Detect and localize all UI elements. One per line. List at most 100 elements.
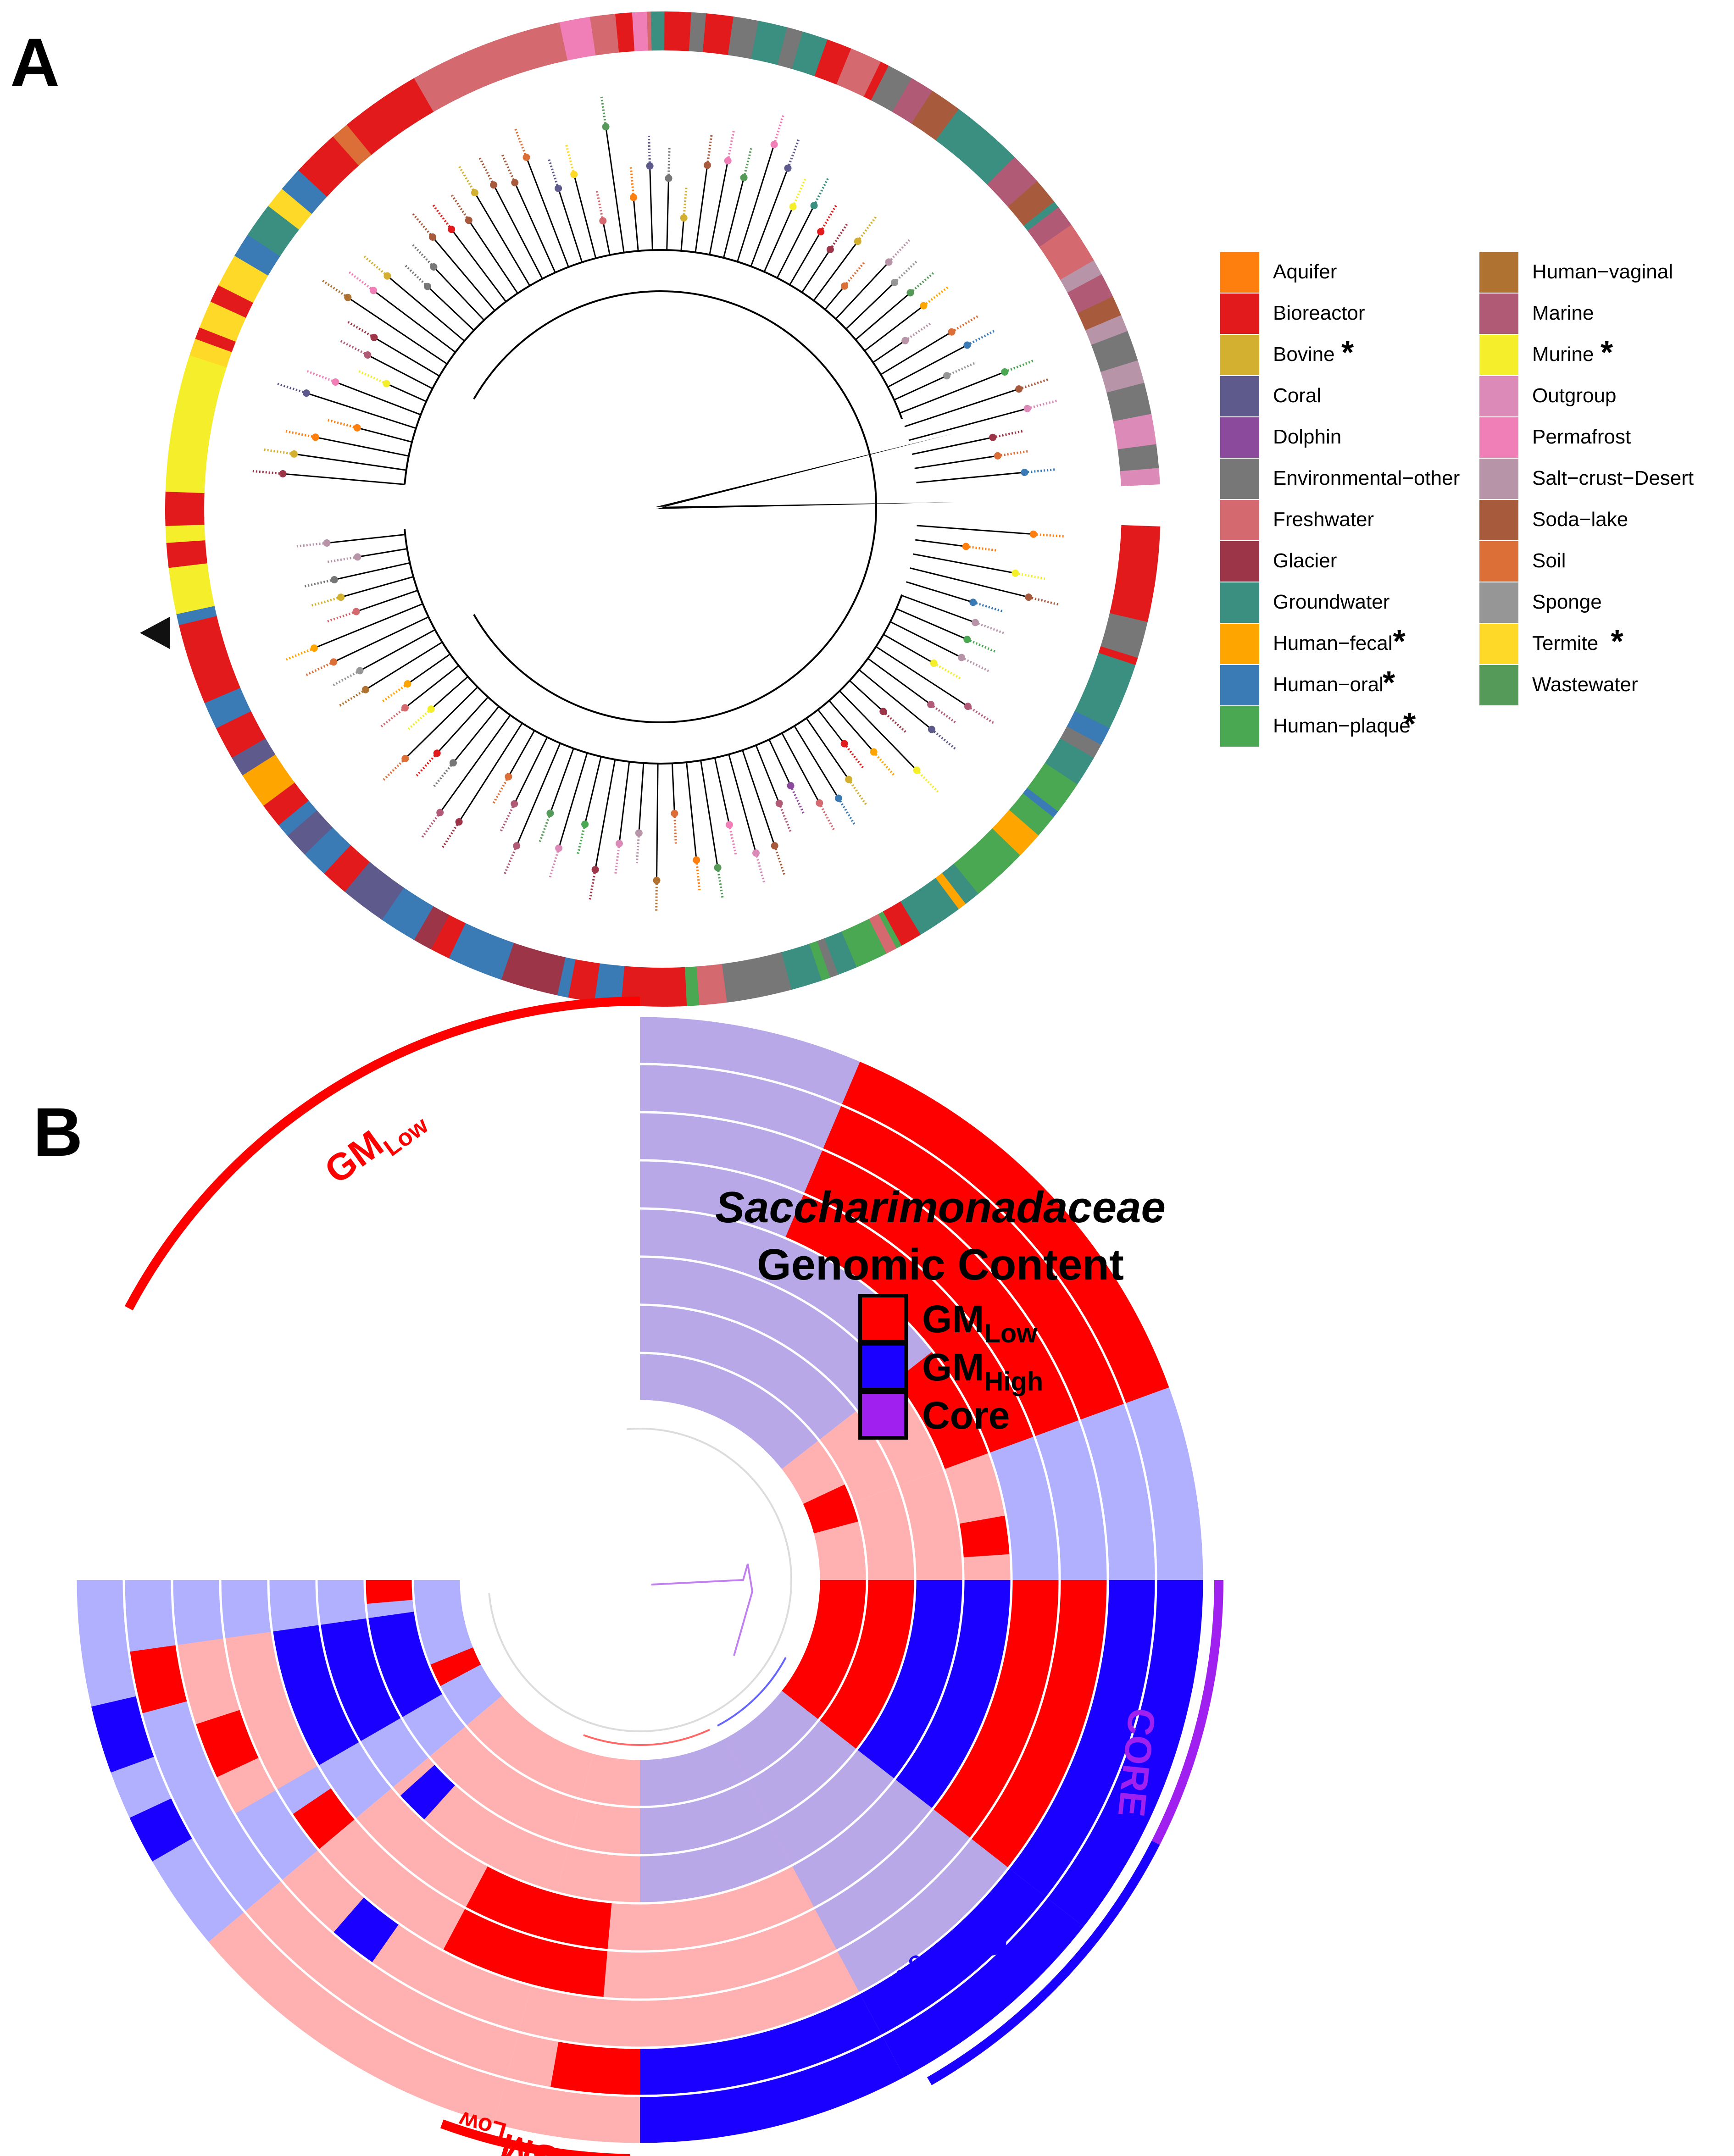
- ring-segment: [1102, 613, 1148, 651]
- tree-branch: [605, 127, 625, 253]
- leaf-label: [284, 647, 315, 661]
- tree-branch: [633, 197, 639, 251]
- leaf-label: [331, 670, 361, 687]
- ring-segment: [247, 221, 289, 256]
- leaf-label: [992, 429, 1025, 439]
- ring-segment: [195, 326, 236, 352]
- gm-low-top-arc: [124, 997, 640, 1311]
- ring-segment: [165, 481, 205, 493]
- legend-swatch: [1220, 541, 1259, 582]
- ring-segment: [1062, 726, 1101, 754]
- leaf-label: [346, 320, 375, 338]
- tree-branch: [584, 756, 602, 825]
- ring-segment: [178, 615, 219, 636]
- leaf-label: [403, 263, 428, 288]
- legend-item: Termite *: [1479, 623, 1624, 664]
- leaf-label: [894, 259, 919, 283]
- tree-branch: [908, 408, 1028, 441]
- leaf-label: [1015, 572, 1047, 581]
- key-label-gm-high: GMHigh: [922, 1346, 1043, 1397]
- genome-segment: [895, 1351, 989, 1469]
- tree-branch: [638, 763, 645, 833]
- genome-segment: [413, 1580, 503, 1726]
- key-label-core: Core: [922, 1394, 1010, 1437]
- legend-item: Outgroup: [1479, 376, 1616, 416]
- leaf-label: [848, 779, 868, 807]
- legend-swatch: [1220, 665, 1259, 705]
- genome-segment: [640, 1738, 747, 1807]
- ring-segment: [430, 914, 466, 959]
- tree-branch: [365, 641, 443, 690]
- ring-segment: [1060, 260, 1102, 294]
- tree-branch: [315, 436, 409, 457]
- ring-segment: [166, 460, 206, 484]
- tree-branch: [686, 762, 697, 860]
- genome-segment: [224, 1631, 318, 1790]
- ring-segment: [278, 799, 317, 836]
- ring-segment: [947, 119, 996, 168]
- ring-separator: [363, 1303, 917, 1857]
- ring-segment: [1120, 468, 1160, 487]
- legend-item: Wastewater: [1479, 665, 1638, 705]
- legend-item: Permafrost: [1479, 417, 1631, 458]
- tree-branch: [901, 594, 976, 623]
- genome-segment: [141, 1701, 282, 1912]
- ring-segment: [262, 781, 309, 826]
- tree-branch: [347, 297, 448, 365]
- legend-item: Soda−lake: [1479, 500, 1628, 540]
- leaf-label: [325, 610, 357, 623]
- legend-label: Environmental−other: [1273, 467, 1460, 489]
- leaf-label: [966, 545, 998, 552]
- tree-branch: [357, 548, 407, 558]
- leaf-label: [614, 843, 621, 876]
- legend-swatch: [1220, 706, 1259, 747]
- legend-label: Sponge: [1532, 591, 1602, 613]
- leaf-label: [773, 845, 786, 877]
- leaf-label: [547, 157, 560, 189]
- legend-item: Sponge: [1479, 582, 1602, 623]
- genome-segment: [895, 1580, 1012, 1809]
- tree-branch: [573, 174, 597, 259]
- ring-segment: [166, 539, 207, 568]
- leaf-label: [326, 418, 358, 429]
- ring-separator: [171, 1111, 1109, 2049]
- leaf-label: [548, 848, 560, 880]
- ring-segment: [1095, 653, 1136, 676]
- leaf-label: [930, 704, 958, 725]
- ring-segment: [323, 844, 370, 892]
- ring-segment: [593, 963, 625, 1005]
- legend-swatch: [1220, 294, 1259, 334]
- gm-low-bottom-arc: [440, 2119, 630, 2156]
- tree-branch: [794, 726, 839, 799]
- tree-branch: [904, 388, 1019, 427]
- ring-segment: [867, 914, 897, 954]
- genome-segment: [819, 1580, 915, 1750]
- genome-segment: [429, 1726, 581, 1846]
- leaf-label: [789, 785, 806, 815]
- tree-branch: [887, 344, 968, 388]
- tree-branch: [722, 177, 745, 258]
- genome-segment: [281, 1850, 532, 2032]
- ring-segment: [1039, 225, 1082, 262]
- tree-branch: [917, 525, 1034, 535]
- legend-item: Coral: [1220, 376, 1321, 416]
- leaf-label: [975, 621, 1006, 635]
- genome-segment: [640, 1865, 815, 1951]
- legend-swatch: [1479, 252, 1518, 293]
- tree-branch: [896, 608, 967, 640]
- ring-segment: [823, 931, 857, 975]
- legend-label: Dolphin: [1273, 426, 1341, 448]
- leaf-label: [967, 638, 997, 654]
- genome-segment: [971, 1580, 1108, 1868]
- tree-branch: [514, 182, 556, 273]
- ring-segment: [480, 35, 524, 83]
- legend-swatch: [1220, 582, 1259, 623]
- key-title-content: Genomic Content: [757, 1240, 1124, 1289]
- leaf-label: [500, 153, 516, 183]
- tree-branch-core: [651, 1563, 754, 1656]
- legend-label: Groundwater: [1273, 591, 1389, 613]
- ring-segment: [1008, 793, 1054, 837]
- leaf-label: [819, 203, 838, 233]
- ring-segment: [218, 255, 269, 303]
- leaf-label: [283, 430, 316, 438]
